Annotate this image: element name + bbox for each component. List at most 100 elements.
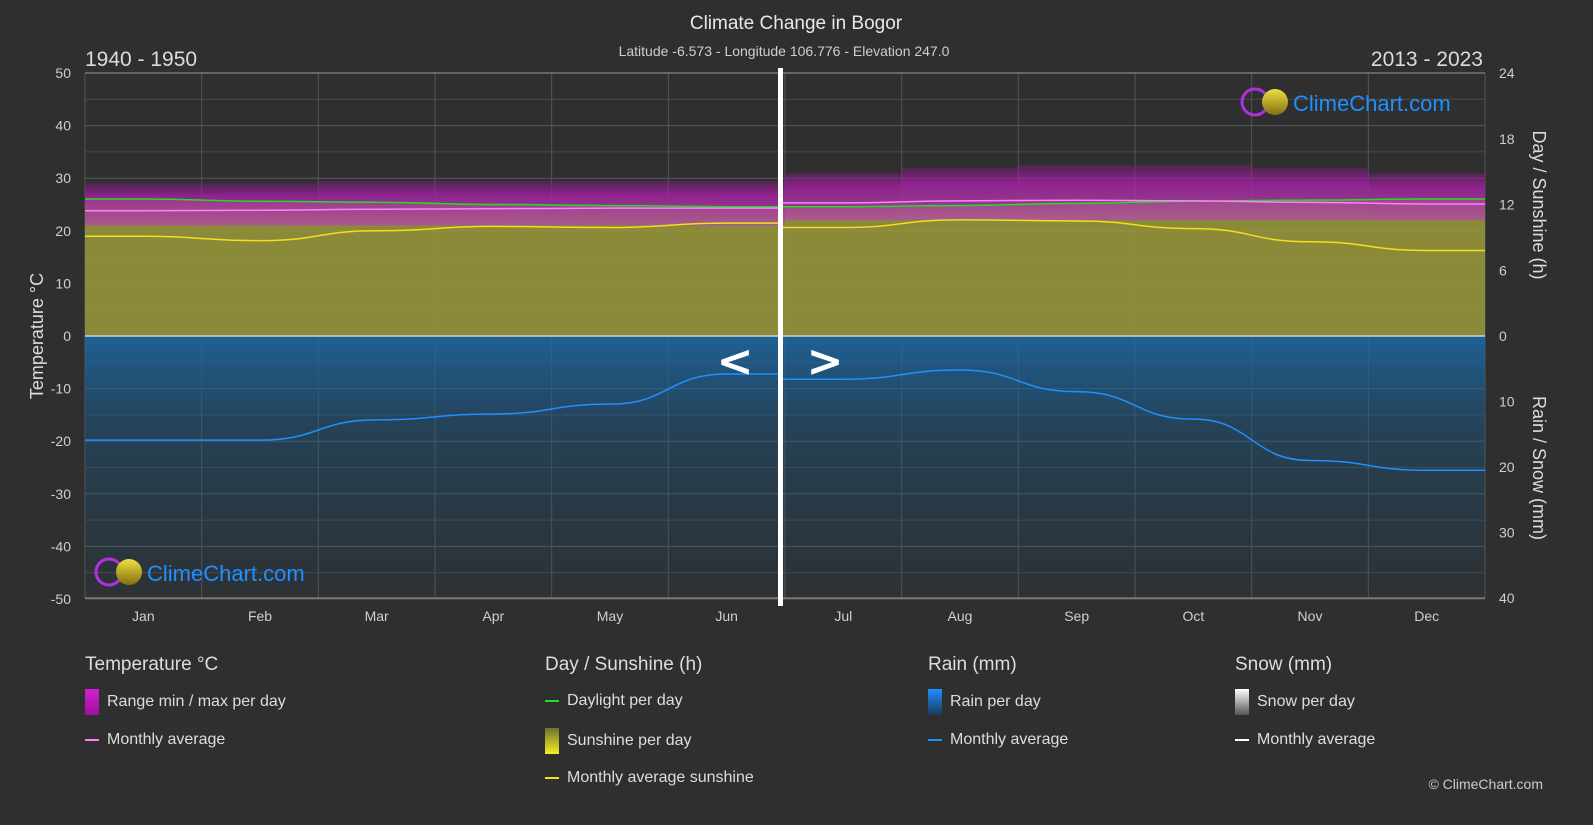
x-tick-label: May [597, 608, 623, 624]
legend-label: Monthly average [950, 731, 1069, 748]
y-left-tick: -50 [51, 591, 71, 607]
temp-range-swatch [85, 689, 99, 715]
sunshine-bar [668, 206, 785, 336]
next-period-button[interactable]: > [807, 336, 844, 387]
temp-range-bar [1368, 172, 1485, 221]
legend-temp-heading: Temperature °C [85, 654, 219, 675]
legend-label: Monthly average sunshine [567, 769, 754, 786]
left-period: 1940 - 1950 [85, 48, 197, 71]
chart-title: Climate Change in Bogor [690, 13, 903, 34]
prev-period-button[interactable]: < [717, 336, 754, 387]
temp-range-bar [1251, 167, 1369, 221]
legend-rain-avg: Monthly average [928, 731, 1068, 749]
rain-swatch [928, 689, 942, 715]
rain-bar [1018, 336, 1135, 598]
legend-temp-range: Range min / max per day [85, 689, 286, 715]
legend-snow-heading: Snow (mm) [1235, 654, 1333, 675]
x-tick-label: Nov [1298, 608, 1323, 624]
y-right-tick: 6 [1499, 262, 1507, 278]
temp-avg-swatch [85, 739, 99, 741]
legend-label: Snow per day [1257, 693, 1355, 710]
temp-range-bar [435, 180, 552, 226]
legend-daylight: Daylight per day [545, 692, 683, 710]
x-tick-label: Feb [248, 608, 272, 624]
temp-range-bar [668, 180, 785, 226]
logo-bottom[interactable]: ClimeChart.com [94, 557, 305, 587]
y-right-bottom-label: Rain / Snow (mm) [1529, 396, 1549, 540]
temp-range-bar [785, 172, 902, 221]
legend-snow-day: Snow per day [1235, 689, 1355, 715]
rain-bar [201, 336, 319, 598]
daylight-line [85, 198, 1485, 208]
y-left-tick: 0 [63, 328, 71, 344]
logo-sun-icon [1262, 89, 1288, 115]
y-right-tick: 24 [1499, 65, 1515, 81]
legend-rain-heading: Rain (mm) [928, 654, 1017, 675]
y-left-tick: -10 [51, 381, 71, 397]
y-left-tick: -20 [51, 433, 71, 449]
x-tick-label: Mar [365, 608, 389, 624]
y-right-tick: 18 [1499, 131, 1515, 147]
period-divider[interactable] [778, 68, 783, 606]
lines [84, 198, 1485, 472]
rain-bar [85, 336, 202, 598]
legend-label: Monthly average [1257, 731, 1376, 748]
y-right-rain-tick: 30 [1499, 525, 1515, 541]
axes: 50 40 30 20 10 0 -10 -20 -30 -40 -50 24 18 12 6 0 10 20 30… [51, 65, 1515, 624]
y-right-top-label: Day / Sunshine (h) [1529, 130, 1549, 279]
snow-avg-swatch [1235, 739, 1249, 741]
rain-bar [1368, 336, 1485, 598]
y-left-tick: -40 [51, 538, 71, 554]
y-right-tick: 12 [1499, 197, 1515, 213]
rain-avg-line [85, 373, 780, 441]
daylight-swatch [545, 700, 559, 702]
temp-range-bar [551, 180, 669, 226]
sunshine-avg-line [780, 219, 1485, 252]
rain-bar [1135, 336, 1252, 598]
legend-label: Rain per day [950, 693, 1041, 710]
chart-subtitle: Latitude -6.573 - Longitude 106.776 - El… [619, 43, 950, 59]
snow-swatch [1235, 689, 1249, 715]
x-tick-label: Apr [482, 608, 504, 624]
right-period: 2013 - 2023 [1371, 48, 1483, 71]
rain-bar [901, 336, 1019, 598]
x-tick-label: Jul [834, 608, 852, 624]
sunshine-swatch [545, 728, 559, 754]
rain-bar [1251, 336, 1369, 598]
legend-label: Daylight per day [567, 692, 683, 709]
legend-label: Range min / max per day [107, 693, 286, 710]
logo-sun-icon [116, 559, 142, 585]
rain-bar [318, 336, 435, 598]
logo-text: ClimeChart.com [1293, 91, 1451, 116]
sunshine-bar [1251, 200, 1369, 336]
sunshine-bar [901, 205, 1019, 336]
y-left-tick: 50 [55, 65, 71, 81]
temp-range-bar [85, 183, 202, 226]
temp-range-bar [1018, 165, 1135, 221]
y-right-rain-tick: 20 [1499, 459, 1515, 475]
legend-snow-avg: Monthly average [1235, 731, 1375, 749]
x-tick-label: Jun [715, 608, 738, 624]
logo-top[interactable]: ClimeChart.com [1240, 87, 1451, 117]
rain-avg-line [779, 369, 1485, 472]
x-tick-label: Aug [948, 608, 973, 624]
legend-rain-day: Rain per day [928, 689, 1041, 715]
x-tick-label: Dec [1414, 608, 1439, 624]
sunshine-bar [1135, 201, 1252, 336]
y-left-tick: 20 [55, 223, 71, 239]
y-right-rain-tick: 40 [1499, 590, 1515, 606]
temp-range-bar [901, 167, 1019, 221]
rain-bar [551, 336, 669, 598]
x-tick-label: Jan [132, 608, 155, 624]
y-left-label: Temperature °C [27, 273, 47, 399]
temp-avg-line [85, 207, 780, 212]
legend-label: Sunshine per day [567, 732, 692, 749]
logo-text: ClimeChart.com [147, 561, 305, 586]
legend-temp-avg: Monthly average [85, 731, 225, 749]
legend-sun-heading: Day / Sunshine (h) [545, 654, 703, 675]
y-left-tick: -30 [51, 486, 71, 502]
legend-sunshine: Sunshine per day [545, 728, 692, 754]
y-left-tick: 30 [55, 170, 71, 186]
sunshine-avg-line [84, 222, 780, 242]
temp-avg-line [780, 199, 1485, 205]
